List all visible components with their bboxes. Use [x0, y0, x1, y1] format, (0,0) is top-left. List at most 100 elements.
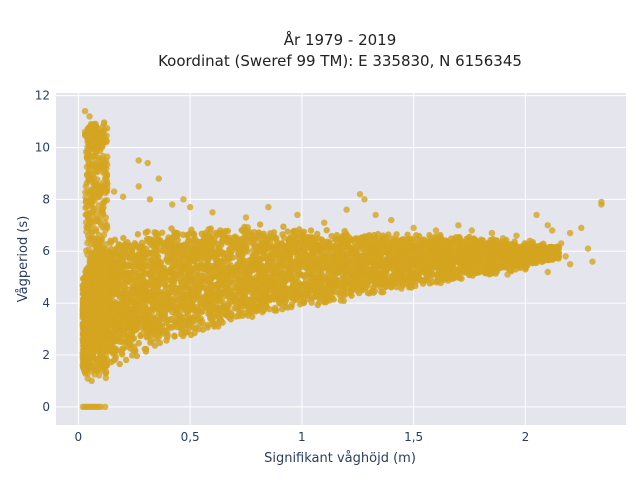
data-point: [438, 253, 444, 259]
data-point: [260, 230, 266, 236]
data-point: [116, 272, 122, 278]
data-point: [288, 304, 294, 310]
data-point: [306, 234, 312, 240]
data-point: [280, 269, 286, 275]
data-point: [143, 346, 149, 352]
data-point: [356, 235, 362, 241]
data-point: [177, 320, 183, 326]
data-point: [144, 228, 150, 234]
data-point: [171, 333, 177, 339]
data-point: [266, 282, 272, 288]
data-point: [288, 234, 294, 240]
data-point: [174, 292, 180, 298]
data-point: [185, 272, 191, 278]
data-point: [179, 304, 185, 310]
data-point: [164, 252, 170, 258]
data-point: [165, 234, 171, 240]
data-point: [172, 286, 178, 292]
data-point: [162, 312, 168, 318]
data-point: [436, 264, 442, 270]
data-point: [507, 241, 513, 247]
data-point: [408, 284, 414, 290]
data-point: [456, 257, 462, 263]
data-point: [454, 241, 460, 247]
data-point: [533, 260, 539, 266]
data-point: [157, 274, 163, 280]
data-point: [266, 306, 272, 312]
data-point: [255, 265, 261, 271]
data-point: [341, 228, 347, 234]
data-point: [232, 292, 238, 298]
data-point: [406, 236, 412, 242]
data-point: [250, 296, 256, 302]
data-point: [150, 250, 156, 256]
data-point: [184, 232, 190, 238]
data-point: [321, 248, 327, 254]
data-point: [191, 297, 197, 303]
data-point: [225, 239, 231, 245]
data-point: [335, 249, 341, 255]
data-point: [119, 265, 125, 271]
data-point: [296, 264, 302, 270]
data-point: [117, 361, 123, 367]
data-point: [191, 330, 197, 336]
data-point: [504, 264, 510, 270]
data-point: [492, 270, 498, 276]
data-point: [348, 292, 354, 298]
data-point: [429, 260, 435, 266]
data-point: [442, 246, 448, 252]
data-point: [286, 286, 292, 292]
data-point: [260, 255, 266, 261]
data-point: [174, 233, 180, 239]
data-point: [398, 270, 404, 276]
data-point: [378, 289, 384, 295]
data-point: [369, 260, 375, 266]
data-point: [303, 292, 309, 298]
data-point: [377, 253, 383, 259]
data-point: [287, 262, 293, 268]
data-point: [173, 271, 179, 277]
data-point: [232, 267, 238, 273]
data-point: [225, 228, 231, 234]
data-point: [280, 295, 286, 301]
data-point: [326, 239, 332, 245]
data-point: [280, 223, 286, 229]
data-point: [208, 312, 214, 318]
data-point: [279, 231, 285, 237]
data-point: [288, 245, 294, 251]
data-point: [331, 255, 337, 261]
data-point: [455, 246, 461, 252]
data-point: [171, 280, 177, 286]
data-point: [182, 330, 188, 336]
data-point: [250, 283, 256, 289]
data-point: [370, 266, 376, 272]
data-point: [155, 309, 161, 315]
data-point: [154, 331, 160, 337]
data-point: [300, 299, 306, 305]
data-point: [395, 278, 401, 284]
data-point: [199, 276, 205, 282]
data-point: [269, 294, 275, 300]
data-point: [178, 313, 184, 319]
data-point: [448, 241, 454, 247]
data-point: [222, 266, 228, 272]
data-point: [324, 227, 330, 233]
data-point: [188, 227, 194, 233]
data-point: [150, 303, 156, 309]
data-point: [280, 282, 286, 288]
data-point: [241, 296, 247, 302]
data-point: [332, 236, 338, 242]
data-point: [185, 238, 191, 244]
data-point: [129, 310, 135, 316]
data-point: [294, 294, 300, 300]
data-point: [164, 331, 170, 337]
data-point: [475, 255, 481, 261]
data-point: [309, 295, 315, 301]
data-point: [275, 274, 281, 280]
data-point: [308, 253, 314, 259]
data-point: [206, 276, 212, 282]
data-point: [198, 309, 204, 315]
data-point: [338, 286, 344, 292]
data-point: [124, 270, 130, 276]
data-point: [163, 320, 169, 326]
